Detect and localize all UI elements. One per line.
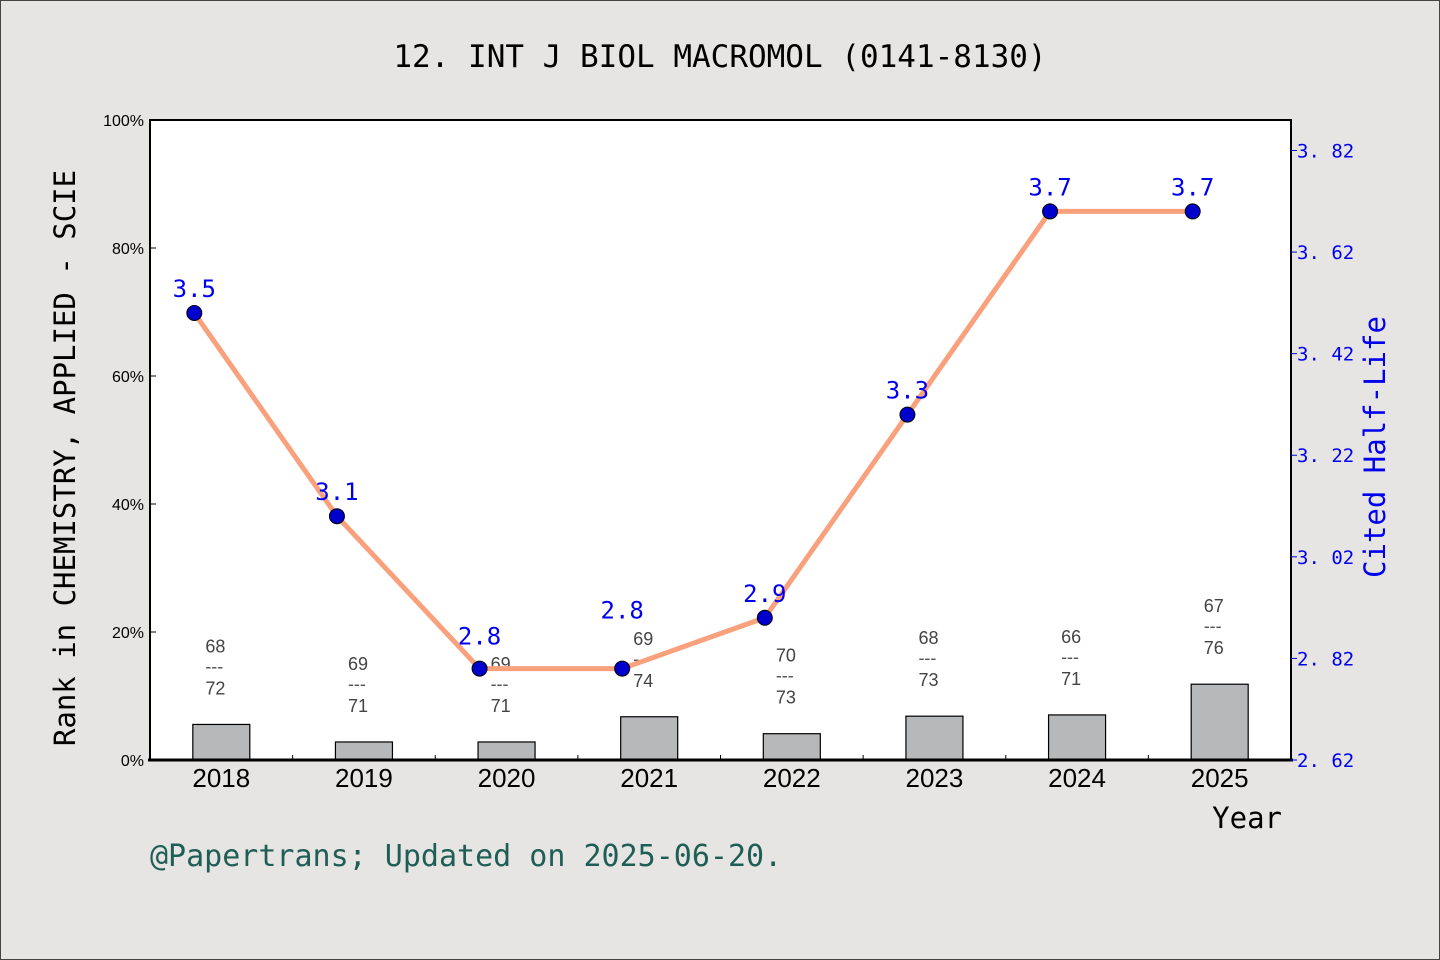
half-life-value-label: 3.3 — [886, 377, 929, 405]
half-life-line — [192, 208, 1193, 672]
bar-total-label: 71 — [348, 696, 368, 716]
half-life-value-label: 3.1 — [315, 478, 358, 506]
x-tick-label-2020: 2020 — [478, 763, 536, 793]
half-life-value-label: 2.9 — [743, 580, 786, 608]
bar-rank-label: 70 — [776, 646, 796, 666]
right-tick-label: 3. 62 — [1297, 242, 1354, 264]
bar-2025 — [1190, 683, 1249, 761]
plot-area — [150, 120, 1291, 760]
half-life-value-label: 2.8 — [601, 597, 644, 625]
bar-rank-label: 69 — [348, 654, 368, 674]
half-life-value-label: 3.5 — [173, 275, 216, 303]
bar-total-label: 74 — [633, 671, 653, 691]
half-life-point-2021 — [614, 660, 631, 677]
x-tick-label-2023: 2023 — [906, 763, 964, 793]
left-tick-label: 100% — [103, 113, 144, 130]
x-tick-label-2022: 2022 — [763, 763, 821, 793]
left-tick-label: 20% — [112, 625, 144, 642]
bar-total-label: 76 — [1204, 638, 1224, 658]
chart-title: 12. INT J BIOL MACROMOL (0141-8130) — [393, 39, 1046, 75]
bar-label-divider: --- — [918, 648, 936, 668]
x-tick-label-2024: 2024 — [1048, 763, 1106, 793]
half-life-point-2023 — [899, 406, 916, 423]
bar-label-divider: --- — [205, 656, 223, 676]
right-tick-label: 2. 82 — [1297, 648, 1354, 670]
x-tick-label-2018: 2018 — [192, 763, 250, 793]
bar-total-label: 72 — [205, 678, 225, 698]
bar-rank-label: 69 — [633, 629, 653, 649]
bar-label-divider: --- — [348, 674, 366, 694]
footer-credit: @Papertrans; Updated on 2025-06-20. — [150, 839, 782, 874]
half-life-point-2018 — [186, 305, 203, 322]
bar-total-label: 73 — [918, 670, 938, 690]
bar-label-divider: --- — [1204, 616, 1222, 636]
left-tick-label: 60% — [112, 369, 144, 386]
bar-rank-label: 67 — [1204, 596, 1224, 616]
x-tick-label-2025: 2025 — [1191, 763, 1249, 793]
half-life-point-2022 — [756, 609, 773, 626]
bar-label-divider: --- — [1061, 647, 1079, 667]
right-tick-label: 3. 22 — [1297, 445, 1354, 467]
bar-rank-label: 66 — [1061, 627, 1081, 647]
half-life-point-2025 — [1184, 203, 1201, 220]
x-axis-label: Year — [1212, 801, 1282, 835]
left-axis-label: Rank in CHEMISTRY, APPLIED - SCIE — [48, 170, 82, 746]
bar-rank-label: 68 — [918, 628, 938, 648]
x-tick-label-2021: 2021 — [620, 763, 678, 793]
right-axis-label: Cited Half-Life — [1358, 316, 1392, 578]
bar-2024 — [1047, 714, 1107, 761]
x-tick-label-2019: 2019 — [335, 763, 393, 793]
bar-2019 — [334, 741, 394, 761]
half-life-point-2019 — [328, 508, 345, 525]
bar-2023 — [905, 715, 964, 761]
left-tick-label: 80% — [112, 241, 144, 258]
bar-label-divider: --- — [491, 674, 509, 694]
half-life-value-label: 3.7 — [1171, 173, 1214, 201]
bar-2018 — [192, 723, 251, 761]
bar-2021 — [620, 716, 679, 761]
half-life-point-2020 — [471, 660, 488, 677]
bar-total-label: 71 — [491, 696, 511, 716]
half-life-value-label: 3.7 — [1028, 173, 1071, 201]
bar-total-label: 73 — [776, 688, 796, 708]
bar-2020 — [477, 741, 536, 761]
half-life-value-label: 2.8 — [458, 623, 501, 651]
bar-2022 — [762, 733, 821, 761]
left-tick-label: 0% — [121, 753, 144, 770]
right-tick-label: 3. 02 — [1297, 547, 1354, 569]
right-tick-label: 2. 62 — [1297, 750, 1354, 772]
right-tick-label: 3. 42 — [1297, 344, 1354, 366]
right-tick-label: 3. 82 — [1297, 140, 1354, 162]
bar-rank-label: 68 — [205, 636, 225, 656]
half-life-point-2024 — [1042, 203, 1059, 220]
left-tick-label: 40% — [112, 497, 144, 514]
bar-total-label: 71 — [1061, 669, 1081, 689]
bar-label-divider: --- — [776, 666, 794, 686]
